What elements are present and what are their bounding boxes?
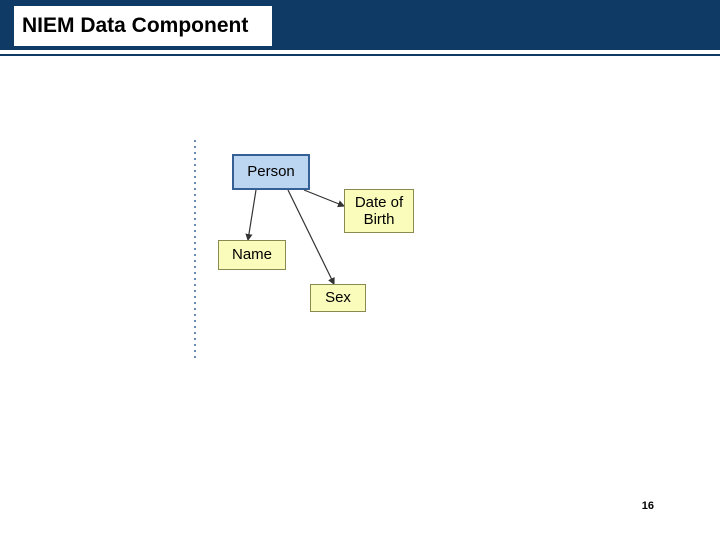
- node-label-name: Name: [232, 246, 272, 263]
- node-dob: Date ofBirth: [344, 189, 414, 233]
- diagram-edges: [0, 140, 720, 400]
- node-name: Name: [218, 240, 286, 270]
- header-underline: [0, 54, 720, 56]
- node-label-sex: Sex: [325, 289, 351, 306]
- node-label-dob: Date ofBirth: [355, 194, 403, 229]
- page-number: 16: [642, 500, 654, 512]
- slide-header: NIEM Data Component: [0, 0, 720, 62]
- edge-person-dob: [304, 190, 344, 206]
- edge-person-name: [248, 190, 256, 240]
- node-person: Person: [232, 154, 310, 190]
- slide-title: NIEM Data Component: [14, 6, 272, 46]
- node-sex: Sex: [310, 284, 366, 312]
- diagram: Person Date ofBirth Name Sex: [0, 140, 720, 400]
- edge-person-sex: [288, 190, 334, 284]
- node-label-person: Person: [247, 163, 295, 180]
